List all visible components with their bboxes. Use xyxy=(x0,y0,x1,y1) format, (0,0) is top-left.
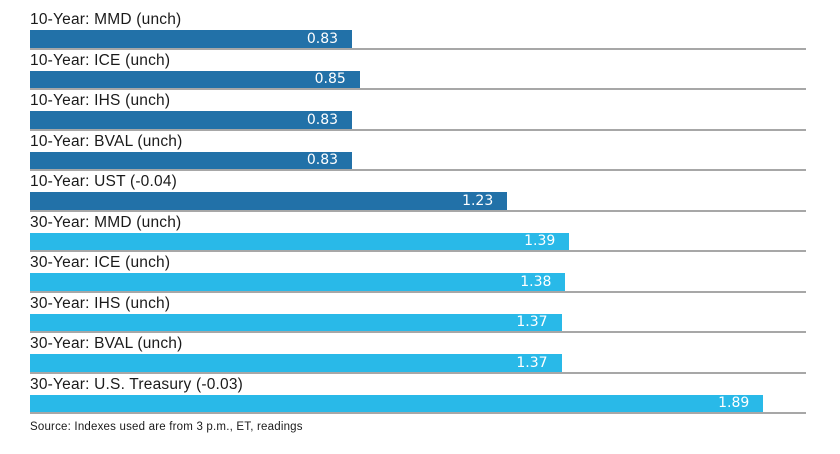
row-label: 30-Year: IHS (unch) xyxy=(30,294,171,312)
bar-value-label: 1.37 xyxy=(516,354,548,371)
bar-track: 1.37 xyxy=(30,354,806,374)
bar: 1.38 xyxy=(30,273,566,291)
bar-value-label: 1.38 xyxy=(520,273,552,290)
chart-row: 10-Year: MMD (unch) 0.83 xyxy=(30,9,806,50)
bar-track: 0.83 xyxy=(30,111,806,131)
row-label: 10-Year: BVAL (unch) xyxy=(30,132,183,150)
bar: 0.85 xyxy=(30,70,360,88)
row-label: 30-Year: MMD (unch) xyxy=(30,213,182,231)
chart-row: 30-Year: U.S. Treasury (-0.03) 1.89 xyxy=(30,374,806,414)
chart-row: 30-Year: BVAL (unch) 1.37 xyxy=(30,333,806,374)
bar-value-label: 0.83 xyxy=(306,111,339,128)
bar: 1.39 xyxy=(30,232,570,250)
bar: 1.23 xyxy=(30,192,508,210)
bar: 0.83 xyxy=(30,151,353,169)
bar-track: 0.83 xyxy=(30,151,806,171)
bar: 1.37 xyxy=(30,354,562,372)
bar-track: 1.89 xyxy=(30,394,806,414)
bar-value-label: 1.39 xyxy=(524,233,556,250)
chart-row: 30-Year: MMD (unch) 1.39 xyxy=(30,212,806,252)
bar-value-label: 1.89 xyxy=(718,395,750,412)
bar-track: 0.83 xyxy=(30,30,806,50)
source-note: Source: Indexes used are from 3 p.m., ET… xyxy=(30,421,303,433)
row-label: 10-Year: UST (-0.04) xyxy=(30,173,178,190)
bar-value-label: 0.83 xyxy=(306,30,339,47)
bar: 1.37 xyxy=(30,313,562,331)
bar: 0.83 xyxy=(30,30,353,48)
chart-row: 30-Year: IHS (unch) 1.37 xyxy=(30,293,806,333)
row-label: 10-Year: ICE (unch) xyxy=(30,51,171,69)
bar-value-label: 1.37 xyxy=(516,314,548,331)
bar-track: 0.85 xyxy=(30,70,806,90)
chart-row: 10-Year: UST (-0.04) 1.23 xyxy=(30,171,806,212)
bar-track: 1.23 xyxy=(30,192,806,212)
bar-track: 1.38 xyxy=(30,273,806,293)
row-label: 30-Year: BVAL (unch) xyxy=(30,335,183,352)
chart-row: 30-Year: ICE (unch) 1.38 xyxy=(30,252,806,293)
chart-row: 10-Year: IHS (unch) 0.83 xyxy=(30,90,806,131)
row-label: 10-Year: MMD (unch) xyxy=(30,11,182,28)
chart-row: 10-Year: ICE (unch) 0.85 xyxy=(30,50,806,90)
chart-row: 10-Year: BVAL (unch) 0.83 xyxy=(30,131,806,171)
bar-value-label: 0.83 xyxy=(306,152,339,169)
bar-track: 1.39 xyxy=(30,232,806,252)
bar-track: 1.37 xyxy=(30,313,806,333)
bar-value-label: 1.23 xyxy=(462,192,494,209)
bar-value-label: 0.85 xyxy=(314,71,346,88)
bar: 1.89 xyxy=(30,394,764,412)
row-label: 10-Year: IHS (unch) xyxy=(30,92,171,109)
yield-index-bar-chart: 10-Year: MMD (unch) 0.83 10-Year: ICE (u… xyxy=(30,9,806,414)
bar: 0.83 xyxy=(30,111,353,129)
row-label: 30-Year: ICE (unch) xyxy=(30,254,171,271)
row-label: 30-Year: U.S. Treasury (-0.03) xyxy=(30,375,244,393)
